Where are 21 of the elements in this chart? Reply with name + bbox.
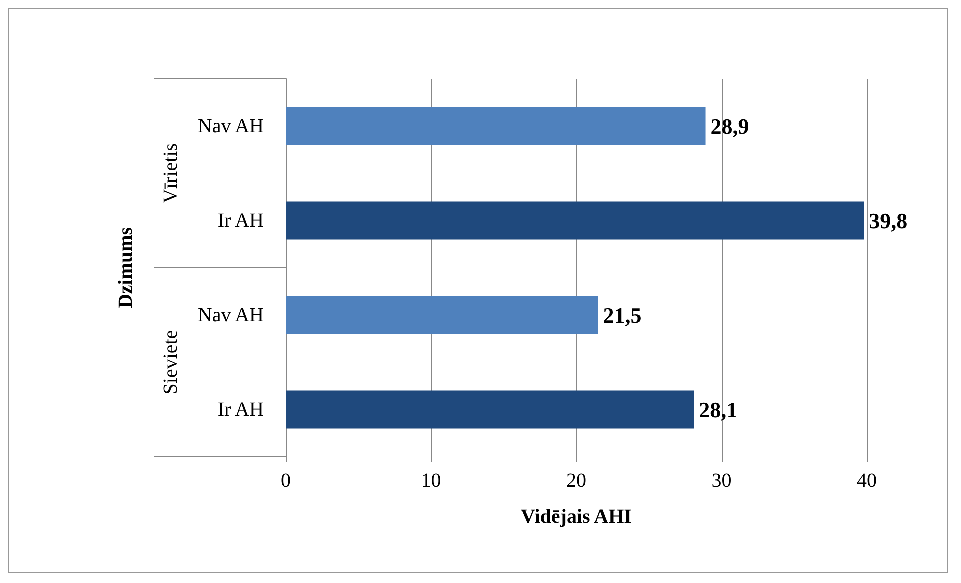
bar bbox=[286, 107, 706, 146]
bar bbox=[286, 390, 694, 429]
x-tick-label: 40 bbox=[857, 470, 877, 492]
data-label: 28,1 bbox=[699, 397, 738, 422]
x-tick-label: 20 bbox=[566, 470, 586, 492]
text: Vīrietis bbox=[160, 143, 182, 204]
data-label: 21,5 bbox=[603, 302, 642, 328]
y-tick-label: Ir AH bbox=[218, 398, 264, 421]
x-axis-title: Vidējais AHI bbox=[521, 506, 632, 528]
x-tick-label: 10 bbox=[421, 470, 442, 492]
y-tick-label: Nav AH bbox=[198, 115, 264, 138]
y-tick-label: Ir AH bbox=[218, 210, 264, 232]
y-tick-label: Nav AH bbox=[198, 304, 264, 326]
bar bbox=[286, 202, 864, 240]
x-tick-label: 30 bbox=[712, 470, 732, 492]
x-tick-label: 0 bbox=[281, 470, 291, 492]
data-label: 28,9 bbox=[710, 114, 750, 139]
text: Sieviete bbox=[160, 330, 182, 395]
y-axis-title: Dzimums bbox=[115, 227, 137, 309]
bar bbox=[286, 296, 598, 334]
data-label: 39,8 bbox=[869, 208, 908, 234]
